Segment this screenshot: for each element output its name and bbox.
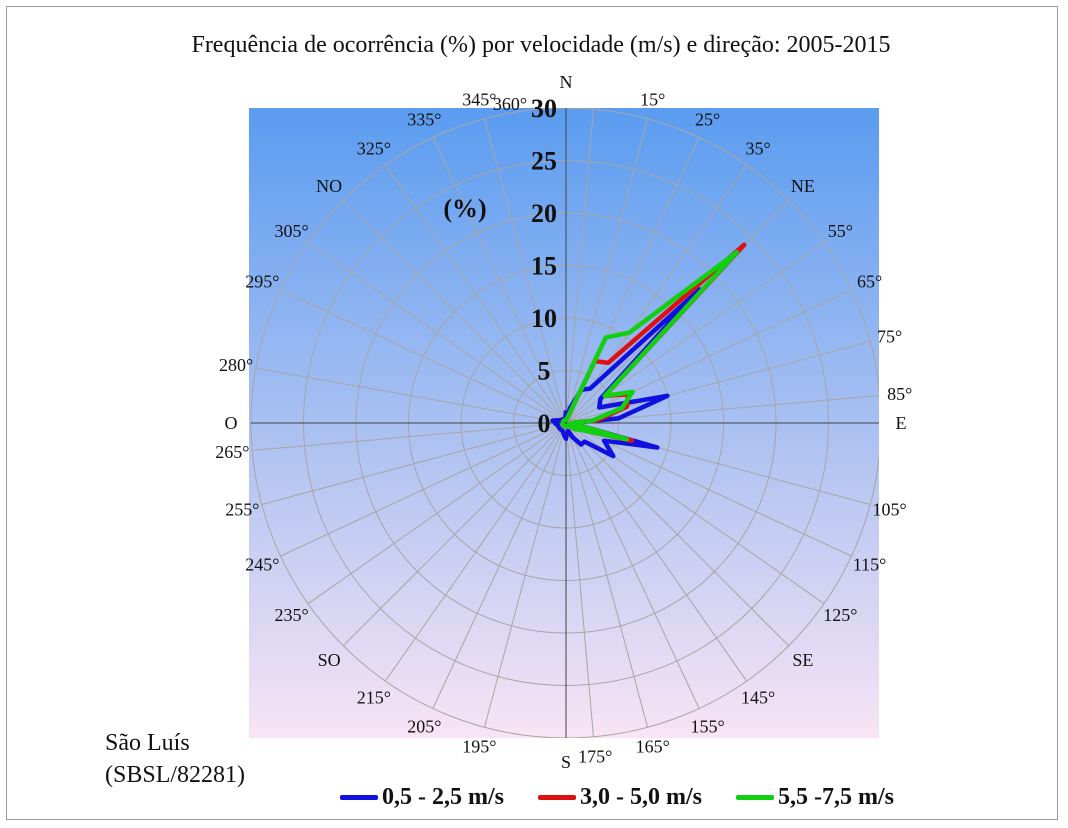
- angle-label: 165°: [636, 737, 670, 757]
- angle-label: 15°: [640, 89, 665, 109]
- grid-spoke: [565, 422, 748, 682]
- angle-label: N: [560, 72, 573, 92]
- grid-spoke: [342, 422, 567, 647]
- radial-tick-label: 10: [531, 304, 557, 333]
- grid-spoke: [565, 109, 594, 424]
- grid-spoke: [280, 289, 567, 424]
- angle-label: 295°: [245, 271, 279, 291]
- grid-spoke: [280, 422, 567, 557]
- radial-tick-label: 5: [538, 357, 551, 386]
- angle-label: 115°: [853, 555, 887, 575]
- grid-spoke: [565, 118, 649, 424]
- grid-spoke: [565, 422, 649, 728]
- angle-label: 335°: [407, 109, 441, 129]
- grid-spoke: [384, 422, 567, 682]
- legend-label: 5,5 -7,5 m/s: [778, 783, 894, 810]
- grid-spoke: [565, 422, 594, 737]
- angle-label: 255°: [225, 500, 259, 520]
- legend-swatch: [736, 794, 774, 800]
- polar-grid: [250, 108, 879, 738]
- angle-label: 65°: [857, 271, 882, 291]
- station-name: São Luís: [105, 730, 190, 756]
- angle-label: 205°: [407, 717, 441, 737]
- grid-spoke: [565, 289, 852, 424]
- angle-label: 55°: [828, 221, 853, 241]
- angle-label: 175°: [578, 747, 612, 767]
- legend: 0,5 - 2,5 m/s 3,0 - 5,0 m/s 5,5 -7,5 m/s: [340, 782, 894, 812]
- angle-label: 195°: [462, 737, 496, 757]
- grid-spoke: [565, 422, 790, 647]
- angle-label: 75°: [877, 326, 902, 346]
- angle-label: 325°: [357, 139, 391, 159]
- angle-label: 265°: [215, 442, 249, 462]
- angle-label: 35°: [745, 139, 770, 159]
- grid-spoke: [255, 367, 567, 424]
- legend-swatch: [340, 794, 378, 800]
- angle-label: 105°: [872, 500, 906, 520]
- angle-label: 215°: [357, 687, 391, 707]
- radial-tick-label: 20: [531, 199, 557, 228]
- radial-tick-label: 25: [531, 147, 557, 176]
- radial-tick-label: 30: [531, 94, 557, 123]
- grid-spoke: [565, 422, 700, 709]
- grid-spoke: [565, 422, 852, 557]
- grid-spoke: [307, 422, 567, 605]
- radial-ticks: 0 5 10 15 20 25 30: [531, 94, 557, 438]
- radial-axis-label: (%): [443, 194, 486, 223]
- angle-label: 305°: [274, 221, 308, 241]
- angle-label: 25°: [695, 109, 720, 129]
- series-line-1: [550, 287, 702, 459]
- angle-label: O: [225, 413, 238, 433]
- angle-label: 345°: [462, 89, 496, 109]
- grid-spoke: [565, 164, 748, 424]
- legend-label: 3,0 - 5,0 m/s: [580, 783, 702, 810]
- angle-label: S: [561, 752, 571, 772]
- grid-spoke: [432, 137, 567, 424]
- angle-label: 145°: [741, 687, 775, 707]
- chart-title: Frequência de ocorrência (%) por velocid…: [191, 32, 891, 58]
- angle-labels: 360° N 15° 25° 35° NE 55° 65° 75° 85° E 105° 115° 125…: [215, 72, 912, 772]
- angle-label: 85°: [887, 384, 912, 404]
- angle-label: E: [896, 413, 907, 433]
- series-line-3: [560, 249, 740, 442]
- legend-swatch: [538, 794, 576, 800]
- grid-spoke: [483, 422, 567, 728]
- grid-spoke: [261, 422, 567, 506]
- angle-label: 125°: [823, 605, 857, 625]
- legend-item-1: 0,5 - 2,5 m/s: [340, 784, 504, 811]
- legend-item-3: 5,5 -7,5 m/s: [736, 784, 894, 811]
- angle-label: NO: [316, 176, 342, 196]
- radial-tick-label: 15: [531, 252, 557, 281]
- station-info: São Luís (SBSL/82281): [105, 727, 245, 791]
- legend-item-2: 3,0 - 5,0 m/s: [538, 784, 702, 811]
- grid-spoke: [342, 199, 567, 424]
- grid-spoke: [483, 118, 567, 424]
- angle-label: 245°: [245, 555, 279, 575]
- angle-label: SE: [792, 650, 813, 670]
- angle-label: 155°: [690, 717, 724, 737]
- angle-label: 235°: [274, 605, 308, 625]
- angle-label: 280°: [219, 355, 253, 375]
- angle-label: SO: [318, 650, 341, 670]
- grid-spoke: [252, 422, 567, 451]
- grid-spoke: [307, 241, 567, 424]
- angle-label: 360°: [493, 94, 527, 114]
- radial-tick-label: 0: [538, 409, 551, 438]
- series-layer: [550, 242, 747, 459]
- grid-spoke: [384, 164, 567, 424]
- angle-label: NE: [791, 176, 815, 196]
- station-code: (SBSL/82281): [105, 762, 246, 788]
- legend-label: 0,5 - 2,5 m/s: [382, 783, 504, 810]
- grid-spoke: [432, 422, 567, 709]
